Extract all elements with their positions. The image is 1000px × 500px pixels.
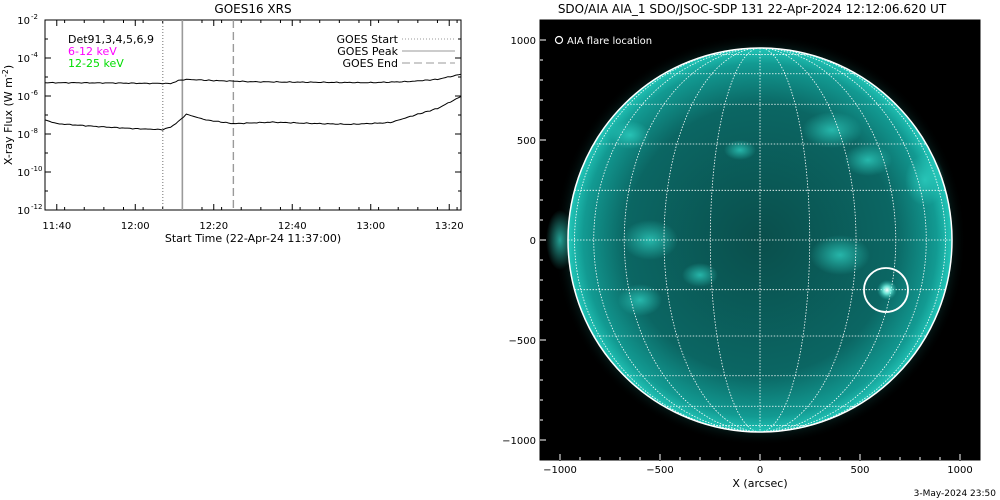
goes-x-ticks: 11:40 12:00 12:20 12:40 13:00 13:20 bbox=[42, 20, 464, 232]
goes-y-tick-exponent: -12 bbox=[31, 203, 42, 211]
goes-y-tick-exponent: -10 bbox=[31, 165, 42, 173]
aia-ticks: −1000 −500 0 500 1000 −1000 −500 0 500 1000 bbox=[502, 36, 973, 476]
flare-legend-icon bbox=[554, 35, 564, 45]
aia-panel: SDO/AIA AIA_1 SDO/JSOC-SDP 131 22-Apr-20… bbox=[502, 2, 981, 490]
aia-x-tick-label: −500 bbox=[646, 465, 673, 476]
detector-label: Det91,3,4,5,6,9 bbox=[68, 33, 154, 46]
legend-end-label: GOES End bbox=[342, 57, 398, 70]
grid-meridian bbox=[709, 47, 761, 433]
aia-x-tick-label: 1000 bbox=[947, 465, 972, 476]
goes-x-tick-label: 13:00 bbox=[356, 221, 385, 232]
goes-series bbox=[45, 73, 461, 131]
grid-meridian bbox=[759, 47, 927, 433]
aia-y-tick-label: −1000 bbox=[502, 436, 536, 447]
goes-y-tick-exponent: -8 bbox=[31, 127, 38, 135]
legend-start-label: GOES Start bbox=[337, 33, 399, 46]
goes-y-tick-label: 10 bbox=[17, 16, 30, 27]
band-low-label: 6-12 keV bbox=[68, 45, 117, 58]
footer-date: 3-May-2024 23:50 bbox=[914, 489, 997, 499]
aia-x-tick-label: 500 bbox=[850, 465, 869, 476]
flare-bright-spot bbox=[877, 280, 897, 300]
goes-series-6-12-kev bbox=[45, 73, 461, 85]
goes-x-tick-label: 12:00 bbox=[121, 221, 150, 232]
goes-x-tick-label: 11:40 bbox=[42, 221, 71, 232]
flare-location-marker bbox=[863, 267, 909, 313]
aia-y-tick-label: 1000 bbox=[511, 36, 536, 47]
aia-x-tick-label: −1000 bbox=[543, 465, 577, 476]
goes-y-tick-label: 10 bbox=[17, 54, 30, 65]
goes-event-lines bbox=[162, 20, 235, 210]
grid-meridian bbox=[623, 47, 761, 433]
goes-legend: GOES Start GOES Peak GOES End bbox=[337, 33, 455, 70]
goes-y-tick-label: 10 bbox=[17, 130, 30, 141]
goes-y-tick-label: 10 bbox=[17, 92, 30, 103]
goes-y-tick-exponent: -4 bbox=[31, 51, 39, 59]
goes-title: GOES16 XRS bbox=[214, 2, 291, 16]
goes-x-tick-label: 12:40 bbox=[278, 221, 307, 232]
aia-x-tick-label: 0 bbox=[757, 465, 763, 476]
aia-title: SDO/AIA AIA_1 SDO/JSOC-SDP 131 22-Apr-20… bbox=[558, 2, 947, 16]
goes-series-12-25-kev bbox=[45, 95, 461, 131]
legend-peak-label: GOES Peak bbox=[337, 45, 398, 58]
aia-x-label: X (arcsec) bbox=[732, 477, 787, 490]
goes-y-tick-label: 10 bbox=[17, 206, 30, 217]
aia-y-tick-label: −500 bbox=[509, 336, 536, 347]
goes-x-label: Start Time (22-Apr-24 11:37:00) bbox=[165, 232, 341, 245]
aia-y-tick-label: 0 bbox=[530, 236, 536, 247]
grid-meridian bbox=[593, 47, 761, 433]
goes-x-tick-label: 12:20 bbox=[199, 221, 228, 232]
grid-meridian bbox=[759, 47, 857, 433]
flare-legend-label: AIA flare location bbox=[567, 36, 652, 47]
limb-outline bbox=[567, 47, 953, 433]
band-high-label: 12-25 keV bbox=[68, 57, 124, 70]
goes-y-tick-exponent: -2 bbox=[31, 13, 38, 21]
aia-image: AIA flare location bbox=[540, 20, 980, 460]
goes-x-tick-label: 13:20 bbox=[435, 221, 464, 232]
flare-legend: AIA flare location bbox=[554, 35, 652, 47]
grid-meridian bbox=[759, 47, 811, 433]
goes-y-tick-exponent: -6 bbox=[31, 89, 39, 97]
goes-y-label: X-ray Flux (W m-2) bbox=[1, 65, 15, 165]
aia-y-tick-label: 500 bbox=[517, 136, 536, 147]
goes-y-tick-label: 10 bbox=[17, 168, 30, 179]
